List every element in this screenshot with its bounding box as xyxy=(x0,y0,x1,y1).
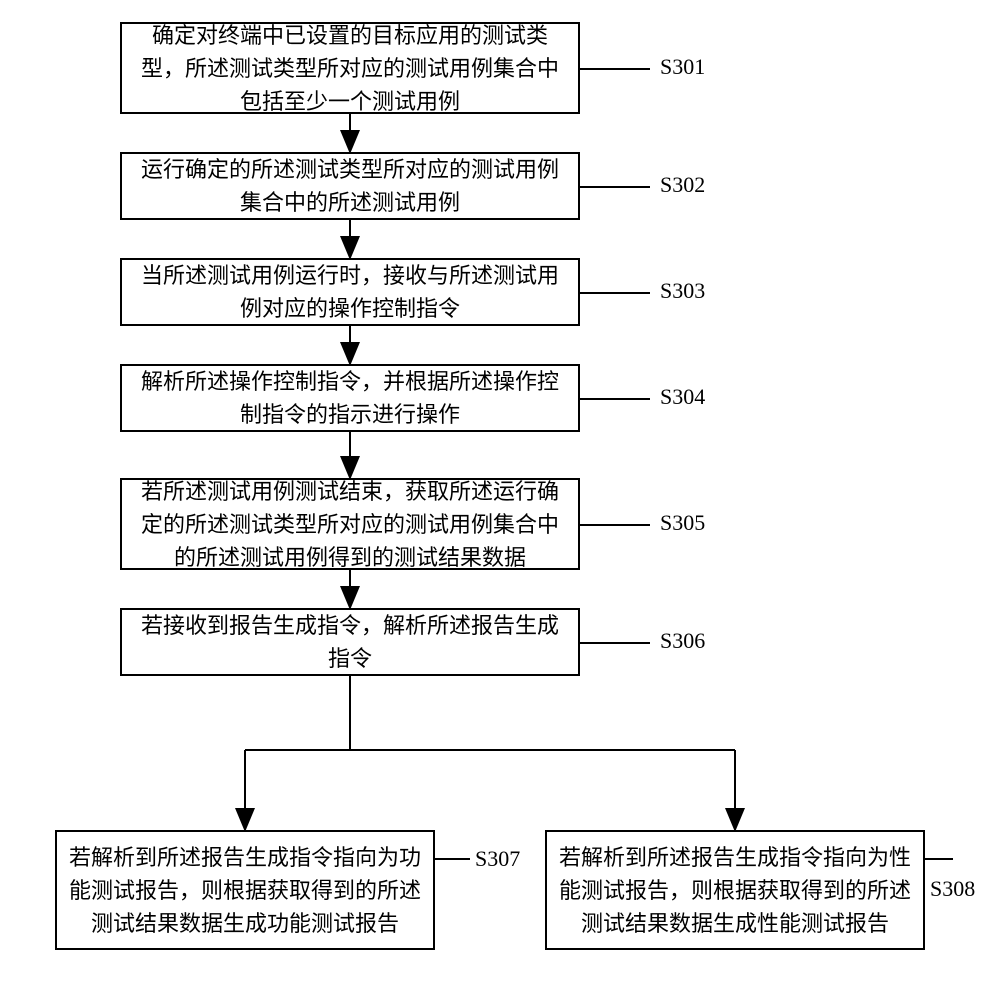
flowchart-node-s306: 若接收到报告生成指令，解析所述报告生成指令 xyxy=(120,608,580,676)
step-label-s304: S304 xyxy=(660,384,705,410)
step-label-s305: S305 xyxy=(660,510,705,536)
node-text: 当所述测试用例运行时，接收与所述测试用例对应的操作控制指令 xyxy=(134,259,566,325)
step-label-s306: S306 xyxy=(660,628,705,654)
flowchart-node-s304: 解析所述操作控制指令，并根据所述操作控制指令的指示进行操作 xyxy=(120,364,580,432)
label-connector xyxy=(580,398,650,400)
flowchart-node-s307: 若解析到所述报告生成指令指向为功能测试报告，则根据获取得到的所述测试结果数据生成… xyxy=(55,830,435,950)
flowchart-node-s301: 确定对终端中已设置的目标应用的测试类型，所述测试类型所对应的测试用例集合中包括至… xyxy=(120,22,580,114)
step-label-s308: S308 xyxy=(930,876,975,902)
node-text: 确定对终端中已设置的目标应用的测试类型，所述测试类型所对应的测试用例集合中包括至… xyxy=(134,19,566,118)
label-connector xyxy=(580,68,650,70)
node-text: 解析所述操作控制指令，并根据所述操作控制指令的指示进行操作 xyxy=(134,365,566,431)
step-label-s301: S301 xyxy=(660,54,705,80)
flowchart-node-s303: 当所述测试用例运行时，接收与所述测试用例对应的操作控制指令 xyxy=(120,258,580,326)
label-connector xyxy=(580,642,650,644)
node-text: 运行确定的所述测试类型所对应的测试用例集合中的所述测试用例 xyxy=(134,153,566,219)
step-label-s303: S303 xyxy=(660,278,705,304)
label-connector xyxy=(580,292,650,294)
label-connector xyxy=(435,858,470,860)
node-text: 若解析到所述报告生成指令指向为功能测试报告，则根据获取得到的所述测试结果数据生成… xyxy=(69,841,421,940)
label-connector xyxy=(580,524,650,526)
label-connector xyxy=(580,186,650,188)
step-label-s307: S307 xyxy=(475,846,520,872)
node-text: 若所述测试用例测试结束，获取所述运行确定的所述测试类型所对应的测试用例集合中的所… xyxy=(134,475,566,574)
flowchart-node-s305: 若所述测试用例测试结束，获取所述运行确定的所述测试类型所对应的测试用例集合中的所… xyxy=(120,478,580,570)
flowchart-node-s302: 运行确定的所述测试类型所对应的测试用例集合中的所述测试用例 xyxy=(120,152,580,220)
flowchart-node-s308: 若解析到所述报告生成指令指向为性能测试报告，则根据获取得到的所述测试结果数据生成… xyxy=(545,830,925,950)
node-text: 若解析到所述报告生成指令指向为性能测试报告，则根据获取得到的所述测试结果数据生成… xyxy=(559,841,911,940)
label-connector xyxy=(925,858,953,860)
node-text: 若接收到报告生成指令，解析所述报告生成指令 xyxy=(134,609,566,675)
step-label-s302: S302 xyxy=(660,172,705,198)
